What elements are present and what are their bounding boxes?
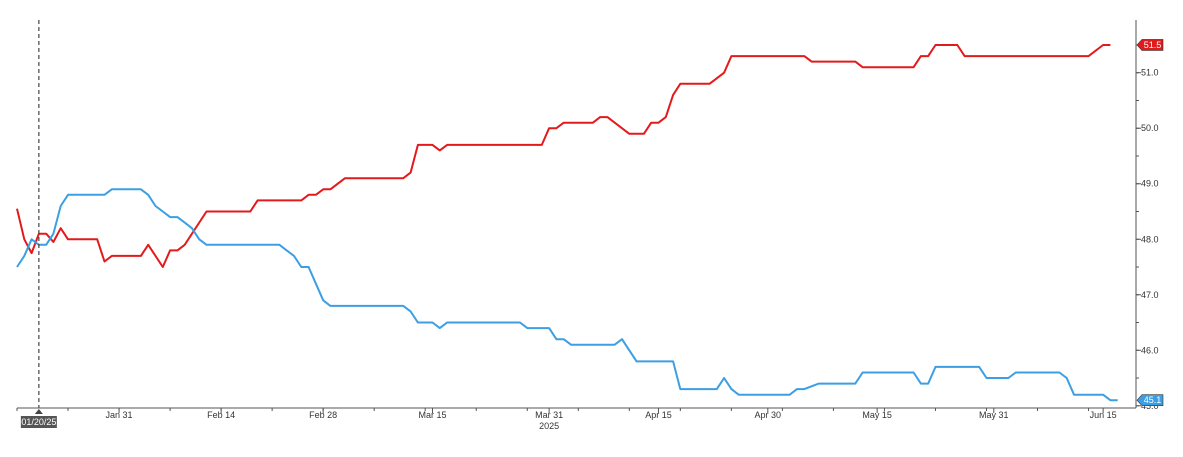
crosshair-pointer [34,409,43,414]
last-value-markers: 51.5 45.1 [1136,39,1164,407]
x-year-label: 2025 [539,421,559,431]
y-tick-label: 47.0 [1141,290,1159,300]
x-tick-label: Apr 30 [755,410,782,420]
x-tick-label: Jan 31 [106,410,133,420]
x-tick-label: Jun 15 [1090,410,1117,420]
last-value-label-1: 51.5 [1144,40,1162,50]
axes-layer: Jan 31 Feb 14 Feb 28 Mar 15 Mar 31 Apr 15 Apr … [16,20,1159,431]
crosshair-layer: 01/20/25 [20,20,57,428]
x-tick-label: Mar 15 [418,410,446,420]
y-tick-label: 49.0 [1141,179,1159,189]
crosshair-date-label: 01/20/25 [21,417,56,427]
y-tick-label: 48.0 [1141,234,1159,244]
crosshair-date-box [20,416,57,428]
y-tick-label: 51.0 [1141,68,1159,78]
y-tick-label: 46.0 [1141,345,1159,355]
x-tick-label: May 31 [979,410,1009,420]
x-tick-label: Feb 14 [207,410,235,420]
last-value-label-2: 45.1 [1144,395,1162,405]
series-line-2 [16,188,1118,402]
x-tick-label: May 15 [862,410,892,420]
last-value-marker-2 [1136,394,1164,407]
series-layer [16,44,1118,402]
series-line-1 [16,44,1111,268]
x-tick-label: Apr 15 [645,410,672,420]
y-tick-label: 50.0 [1141,123,1159,133]
x-tick-label: Feb 28 [309,410,337,420]
last-value-marker-1 [1136,39,1164,51]
x-tick-label: Mar 31 [535,410,563,420]
